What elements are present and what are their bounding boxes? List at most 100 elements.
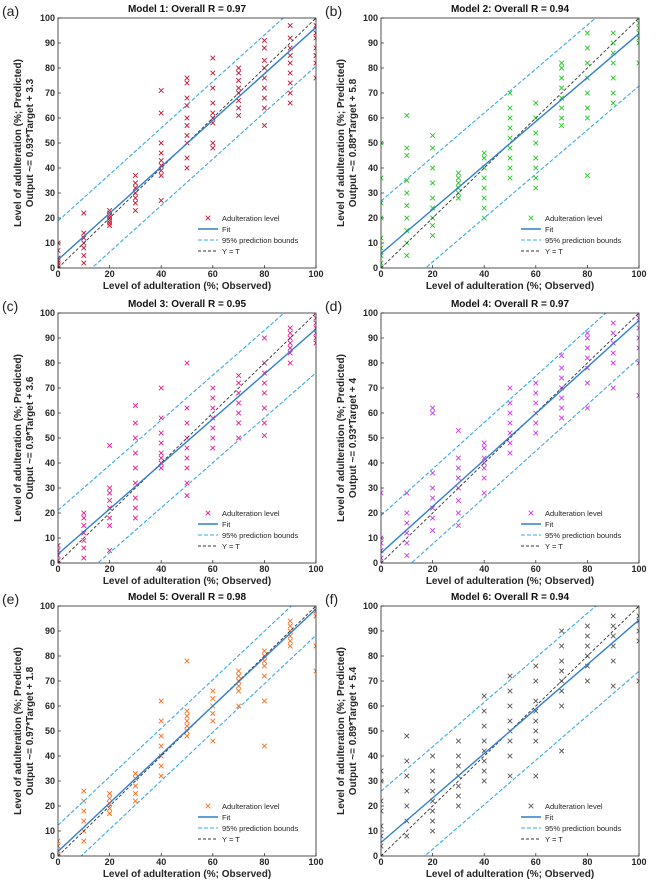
y-tick-label: 100 — [40, 601, 55, 611]
data-point — [481, 205, 487, 211]
data-point — [381, 798, 384, 804]
panel-1: (a) Model 1: Overall R = 0.97 Level of adu… — [2, 3, 324, 292]
data-point — [455, 180, 462, 186]
data-point — [404, 152, 410, 159]
data-point — [106, 810, 113, 817]
x-tick-label: 80 — [259, 857, 269, 867]
plot-area — [58, 606, 316, 856]
legend-marker-icon — [528, 803, 534, 809]
upper-prediction-bound — [58, 313, 286, 511]
data-point — [610, 633, 616, 639]
data-point — [429, 232, 436, 239]
upper-prediction-bound — [58, 606, 293, 826]
y-tick-label: 20 — [368, 508, 378, 518]
x-tick-label: 20 — [428, 269, 438, 279]
y-tick-label: 100 — [40, 308, 55, 318]
y-tick-label: 80 — [368, 63, 378, 73]
y-tick-label: 60 — [45, 113, 55, 123]
data-point — [636, 335, 639, 341]
y-tick-label: 50 — [45, 138, 55, 148]
y-tick-label: 10 — [45, 238, 55, 248]
data-point — [455, 475, 462, 481]
data-point — [81, 555, 87, 561]
data-point — [81, 545, 87, 551]
plot-area — [58, 18, 316, 268]
data-point — [455, 465, 462, 471]
data-point — [132, 180, 139, 186]
y-tick-label: 80 — [368, 358, 378, 368]
y-tick-label: 90 — [45, 626, 55, 636]
data-point — [533, 175, 539, 181]
data-point — [381, 235, 384, 241]
x-tick-label: 40 — [479, 857, 489, 867]
chart-title: Model 3: Overall R = 0.95 — [128, 299, 247, 310]
data-point — [158, 455, 164, 461]
data-point — [558, 643, 565, 649]
x-tick-label: 100 — [631, 564, 646, 574]
y-tick-label: 20 — [368, 213, 378, 223]
data-point — [455, 522, 462, 529]
data-point — [81, 260, 87, 266]
y-tick-label: 0 — [50, 851, 55, 861]
legend-entry: Y = T — [222, 247, 240, 256]
data-point — [106, 522, 113, 529]
data-point — [404, 112, 410, 119]
y-tick-label: 10 — [45, 533, 55, 543]
data-point — [261, 663, 268, 669]
y-axis-label: Level of adulteration (%; Predicted) — [336, 647, 347, 815]
data-point — [481, 758, 487, 764]
data-point — [235, 65, 242, 71]
data-point — [81, 252, 87, 259]
data-point — [404, 190, 410, 196]
data-point — [313, 60, 316, 66]
x-axis-label: Level of adulteration (%; Observed) — [103, 576, 271, 587]
x-axis-label: Level of adulteration (%; Observed) — [426, 576, 594, 587]
y-tick-label: 30 — [45, 776, 55, 786]
data-point — [381, 843, 384, 849]
y-tick-label: 50 — [45, 433, 55, 443]
plot-area — [58, 313, 316, 563]
data-point — [610, 30, 616, 36]
y-tick-label: 70 — [368, 383, 378, 393]
data-point — [81, 838, 87, 844]
data-point — [210, 738, 216, 744]
data-point — [132, 200, 139, 206]
data-point — [287, 623, 293, 629]
data-point — [210, 145, 216, 151]
data-point — [404, 177, 410, 184]
data-point — [132, 465, 139, 471]
data-point — [610, 90, 616, 96]
data-point — [210, 710, 216, 717]
data-point — [507, 753, 513, 759]
upper-prediction-bound — [381, 313, 607, 516]
data-point — [584, 405, 591, 411]
legend-entry: Adulteration level — [222, 509, 280, 518]
data-point — [558, 105, 565, 111]
x-tick-label: 60 — [531, 564, 541, 574]
x-axis-label: Level of adulteration (%; Observed) — [103, 281, 271, 292]
data-point — [235, 77, 242, 84]
data-point — [58, 552, 61, 559]
x-tick-label: 80 — [582, 269, 592, 279]
panel-label: (a) — [2, 3, 19, 19]
data-point — [58, 240, 61, 246]
legend-marker-icon — [205, 510, 211, 516]
data-point — [533, 380, 539, 386]
data-point — [235, 688, 242, 694]
data-point — [158, 157, 164, 164]
data-point — [210, 110, 216, 116]
data-point — [381, 200, 384, 206]
data-point — [58, 255, 61, 261]
data-point — [106, 547, 113, 554]
data-point — [287, 618, 293, 624]
data-point — [584, 355, 591, 361]
legend: Adulteration level Fit 95% prediction boun… — [198, 509, 299, 551]
data-point — [261, 420, 268, 426]
data-point — [81, 788, 87, 794]
data-point — [184, 165, 190, 171]
data-point — [429, 470, 436, 476]
data-point — [429, 195, 436, 201]
y-tick-label: 90 — [45, 333, 55, 343]
data-point — [481, 150, 487, 156]
data-point — [610, 60, 616, 66]
